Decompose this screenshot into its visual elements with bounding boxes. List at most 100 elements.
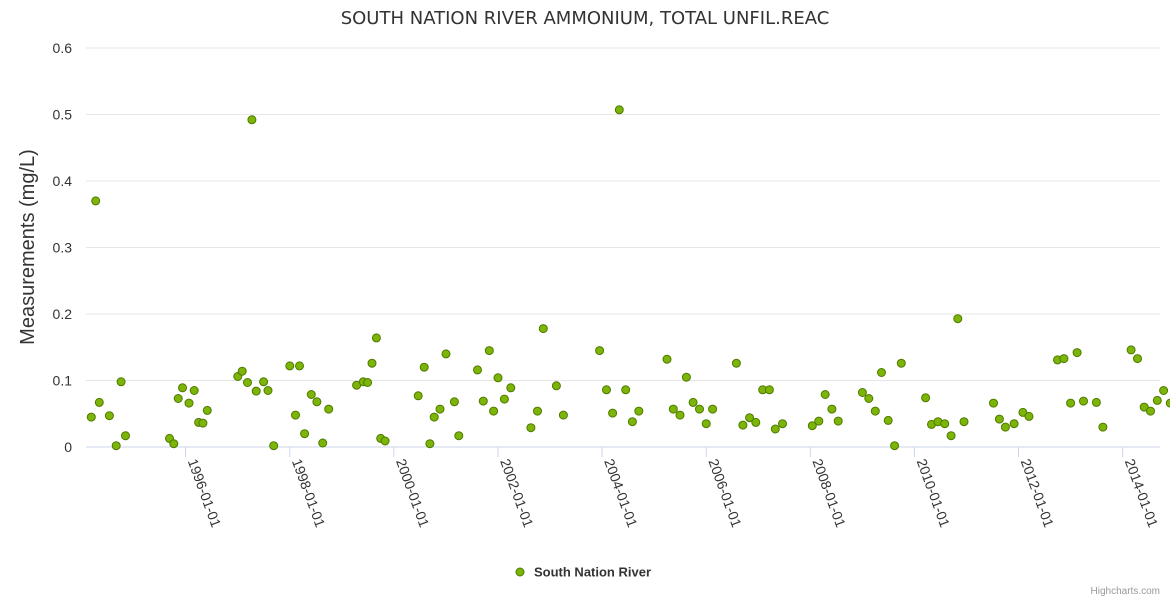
data-point[interactable] bbox=[111, 441, 121, 451]
data-point[interactable] bbox=[526, 423, 536, 433]
data-point[interactable] bbox=[94, 397, 104, 407]
data-point[interactable] bbox=[1165, 398, 1170, 408]
data-point[interactable] bbox=[1098, 422, 1108, 432]
data-point[interactable] bbox=[1133, 354, 1142, 364]
data-point[interactable] bbox=[1009, 419, 1019, 429]
data-point[interactable] bbox=[1139, 402, 1149, 412]
data-point[interactable] bbox=[499, 394, 509, 404]
data-point[interactable] bbox=[1066, 398, 1076, 408]
data-point[interactable] bbox=[1091, 397, 1101, 407]
data-point[interactable] bbox=[263, 386, 273, 395]
data-point[interactable] bbox=[429, 412, 439, 422]
legend-item-south-nation-river[interactable]: South Nation River bbox=[534, 565, 651, 580]
data-point[interactable] bbox=[833, 416, 843, 426]
data-point[interactable] bbox=[940, 419, 950, 429]
data-point[interactable] bbox=[419, 362, 429, 372]
data-point[interactable] bbox=[731, 358, 741, 368]
data-point[interactable] bbox=[870, 406, 880, 416]
data-point[interactable] bbox=[708, 404, 718, 414]
data-point[interactable] bbox=[259, 377, 269, 387]
data-point[interactable] bbox=[454, 431, 464, 441]
data-point[interactable] bbox=[1024, 411, 1034, 421]
data-point[interactable] bbox=[184, 398, 194, 408]
data-point[interactable] bbox=[1152, 395, 1162, 405]
data-point[interactable] bbox=[921, 393, 931, 403]
data-point[interactable] bbox=[807, 421, 817, 431]
data-point[interactable] bbox=[295, 361, 304, 371]
data-point[interactable] bbox=[695, 404, 704, 414]
data-point[interactable] bbox=[306, 390, 316, 399]
data-point[interactable] bbox=[1159, 386, 1169, 395]
legend[interactable]: South Nation River bbox=[515, 565, 651, 580]
data-point[interactable] bbox=[551, 381, 561, 391]
data-point[interactable] bbox=[602, 385, 611, 395]
data-point[interactable] bbox=[883, 415, 893, 425]
data-point[interactable] bbox=[701, 419, 711, 429]
data-point[interactable] bbox=[953, 314, 963, 324]
data-point[interactable] bbox=[478, 396, 488, 406]
data-point[interactable] bbox=[890, 441, 900, 451]
data-point[interactable] bbox=[627, 417, 637, 427]
data-point[interactable] bbox=[608, 408, 618, 418]
data-point[interactable] bbox=[946, 431, 956, 441]
legend-marker[interactable] bbox=[515, 567, 525, 577]
data-point[interactable] bbox=[614, 105, 624, 115]
data-point[interactable] bbox=[533, 406, 542, 416]
data-point[interactable] bbox=[857, 388, 867, 397]
data-point[interactable] bbox=[425, 439, 435, 449]
data-point[interactable] bbox=[675, 410, 685, 420]
data-point[interactable] bbox=[688, 397, 698, 407]
data-point[interactable] bbox=[814, 416, 824, 426]
credits-link[interactable]: Highcharts.com bbox=[1091, 586, 1160, 597]
data-point[interactable] bbox=[827, 404, 837, 414]
data-point[interactable] bbox=[363, 378, 373, 387]
data-point[interactable] bbox=[621, 385, 631, 395]
data-point[interactable] bbox=[764, 385, 774, 395]
data-point[interactable] bbox=[989, 398, 998, 408]
data-point[interactable] bbox=[538, 324, 548, 334]
data-point[interactable] bbox=[489, 406, 499, 416]
data-point[interactable] bbox=[202, 405, 212, 415]
data-point[interactable] bbox=[449, 397, 459, 407]
data-point[interactable] bbox=[91, 196, 101, 206]
data-point[interactable] bbox=[189, 386, 199, 395]
data-point[interactable] bbox=[243, 378, 252, 387]
data-point[interactable] bbox=[1079, 396, 1088, 406]
data-point[interactable] bbox=[237, 366, 247, 376]
data-point[interactable] bbox=[291, 410, 300, 420]
data-point[interactable] bbox=[1072, 348, 1082, 358]
data-point[interactable] bbox=[1146, 406, 1155, 416]
data-point[interactable] bbox=[300, 429, 310, 439]
data-point[interactable] bbox=[121, 431, 130, 441]
data-point[interactable] bbox=[558, 410, 568, 420]
data-point[interactable] bbox=[1126, 345, 1136, 355]
data-point[interactable] bbox=[738, 420, 748, 430]
data-point[interactable] bbox=[173, 394, 183, 403]
data-point[interactable] bbox=[86, 412, 96, 422]
data-point[interactable] bbox=[751, 417, 761, 427]
data-point[interactable] bbox=[413, 391, 423, 401]
series-south-nation-river[interactable] bbox=[86, 105, 1170, 451]
data-point[interactable] bbox=[104, 411, 114, 421]
data-point[interactable] bbox=[380, 436, 390, 446]
data-point[interactable] bbox=[1018, 407, 1028, 417]
data-point[interactable] bbox=[959, 417, 969, 427]
data-point[interactable] bbox=[864, 394, 874, 403]
data-point[interactable] bbox=[247, 115, 257, 125]
data-point[interactable] bbox=[1000, 422, 1010, 432]
data-point[interactable] bbox=[877, 368, 886, 377]
data-point[interactable] bbox=[198, 418, 208, 428]
data-point[interactable] bbox=[493, 373, 503, 383]
data-point[interactable] bbox=[778, 419, 787, 429]
data-point[interactable] bbox=[634, 406, 644, 416]
data-point[interactable] bbox=[285, 361, 295, 371]
data-point[interactable] bbox=[595, 346, 605, 356]
data-point[interactable] bbox=[473, 365, 482, 375]
data-point[interactable] bbox=[820, 390, 830, 399]
data-point[interactable] bbox=[169, 439, 179, 449]
data-point[interactable] bbox=[318, 438, 328, 448]
data-point[interactable] bbox=[506, 383, 516, 393]
data-point[interactable] bbox=[435, 404, 445, 414]
data-point[interactable] bbox=[896, 358, 906, 368]
data-point[interactable] bbox=[269, 441, 279, 451]
